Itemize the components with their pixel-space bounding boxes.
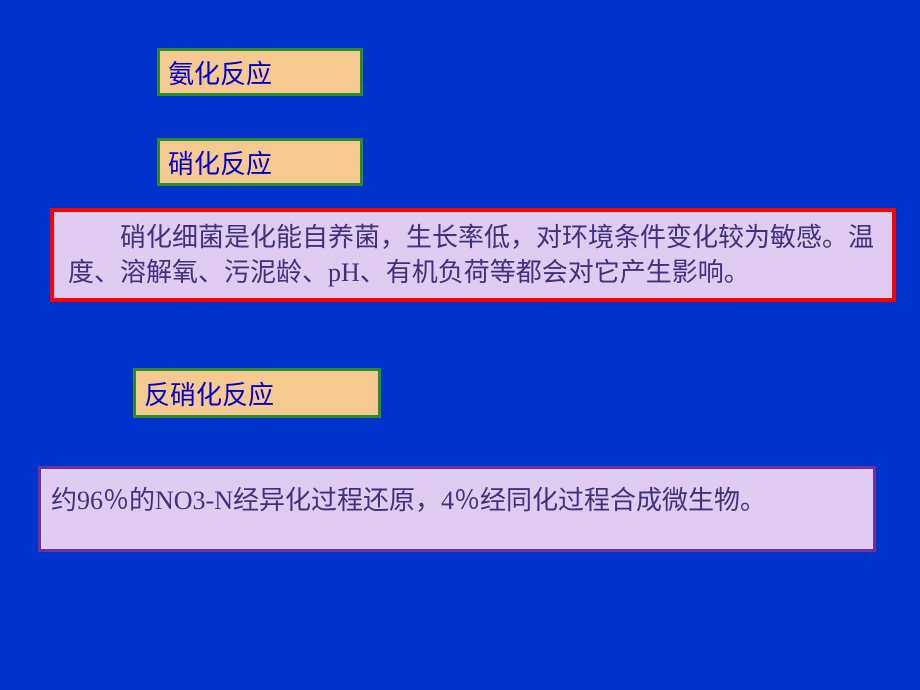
label-denitrification: 反硝化反应	[133, 368, 381, 418]
paragraph-nitrification-text: 硝化细菌是化能自养菌，生长率低，对环境条件变化较为敏感。温度、溶解氧、污泥龄、p…	[68, 223, 874, 287]
label-denitrification-text: 反硝化反应	[144, 375, 274, 412]
label-nitrification: 硝化反应	[157, 138, 363, 186]
label-ammonification-text: 氨化反应	[168, 54, 272, 91]
paragraph-denitrification-info: 约96％的NO3-N经异化过程还原，4％经同化过程合成微生物。	[38, 466, 876, 552]
label-ammonification: 氨化反应	[157, 48, 363, 96]
label-nitrification-text: 硝化反应	[168, 144, 272, 181]
paragraph-nitrification-info: 硝化细菌是化能自养菌，生长率低，对环境条件变化较为敏感。温度、溶解氧、污泥龄、p…	[50, 208, 896, 302]
paragraph-denitrification-text: 约96％的NO3-N经异化过程还原，4％经同化过程合成微生物。	[51, 486, 766, 515]
